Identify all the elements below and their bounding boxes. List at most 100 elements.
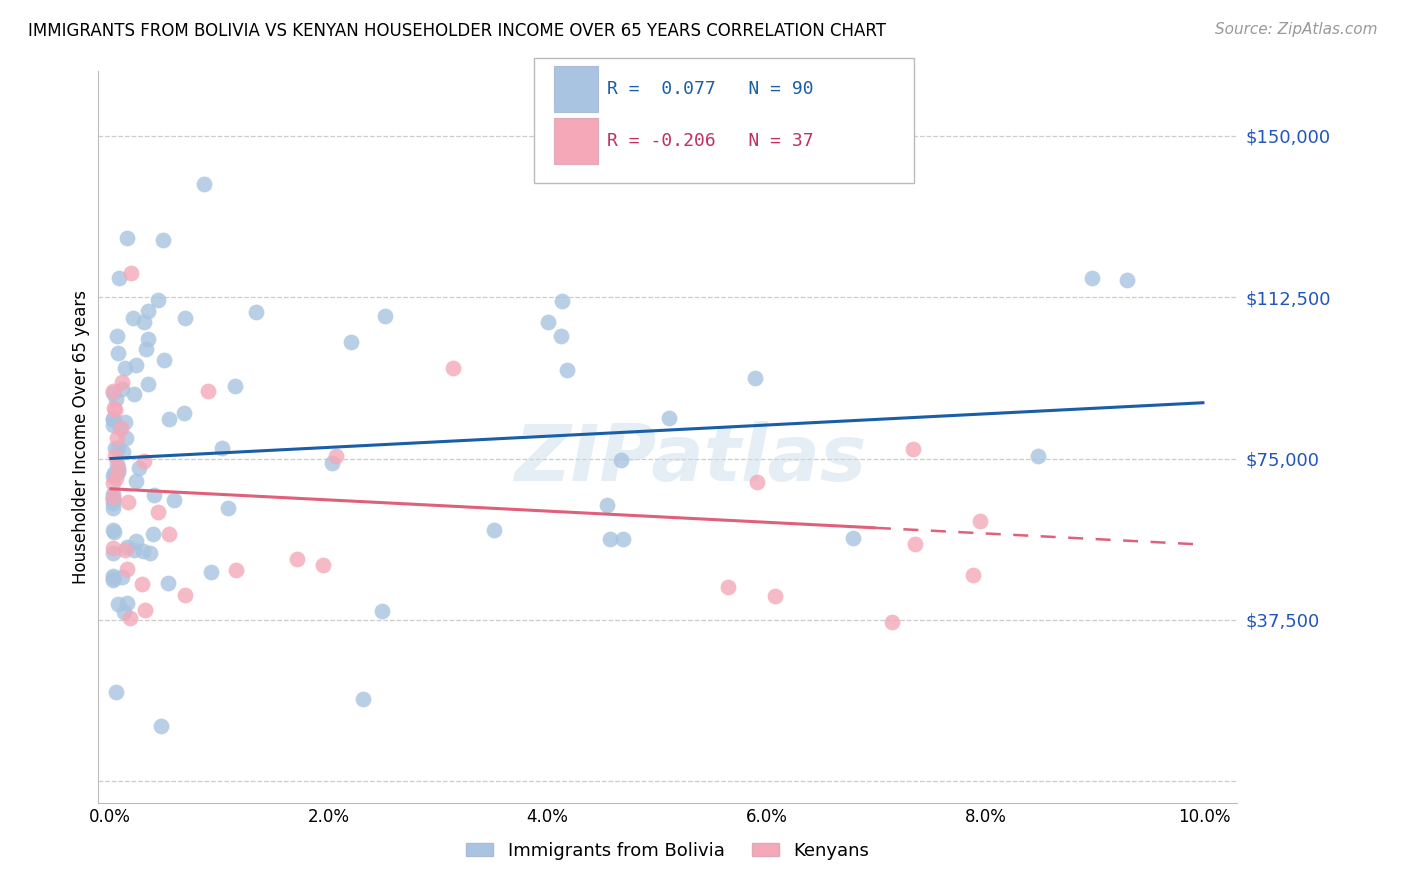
Point xyxy=(374,310,396,324)
Point xyxy=(111,570,134,584)
Point xyxy=(114,431,136,445)
Point xyxy=(105,392,128,407)
Point xyxy=(1026,449,1049,463)
Point xyxy=(610,452,633,467)
Point xyxy=(245,304,267,318)
Point xyxy=(143,488,166,502)
Point xyxy=(141,527,163,541)
Point xyxy=(122,543,145,558)
Point xyxy=(101,384,124,398)
Point xyxy=(131,543,153,558)
Point xyxy=(107,465,129,479)
Point xyxy=(105,432,128,446)
Point xyxy=(104,471,127,485)
Point xyxy=(157,411,180,425)
Point xyxy=(101,469,124,483)
Point xyxy=(962,567,984,582)
Point xyxy=(285,552,308,566)
Point xyxy=(745,475,768,489)
Point xyxy=(312,558,335,572)
Point xyxy=(193,177,215,191)
Point xyxy=(352,691,374,706)
Y-axis label: Householder Income Over 65 years: Householder Income Over 65 years xyxy=(72,290,90,584)
Point xyxy=(131,576,153,591)
Point xyxy=(211,441,233,455)
Point xyxy=(744,371,766,385)
Point xyxy=(117,495,139,509)
Point xyxy=(122,387,145,401)
Point xyxy=(110,421,132,435)
Point xyxy=(482,523,505,537)
Point xyxy=(115,596,138,610)
Point xyxy=(108,421,131,435)
Point xyxy=(118,611,141,625)
Point xyxy=(128,461,150,475)
Point xyxy=(841,531,863,545)
Point xyxy=(200,566,222,580)
Point xyxy=(969,514,991,528)
Point xyxy=(371,604,394,618)
Point xyxy=(135,342,157,356)
Point xyxy=(717,580,740,594)
Point xyxy=(134,602,156,616)
Point xyxy=(224,379,246,393)
Point xyxy=(217,501,239,516)
Point xyxy=(156,575,179,590)
Point xyxy=(107,463,129,477)
Point xyxy=(139,545,162,559)
Point xyxy=(101,496,124,510)
Point xyxy=(104,441,127,455)
Point xyxy=(125,533,148,548)
Point xyxy=(101,523,124,537)
Point xyxy=(101,487,124,501)
Point xyxy=(763,589,786,603)
Point xyxy=(103,467,125,481)
Point xyxy=(136,377,159,392)
Point xyxy=(103,525,125,540)
Point xyxy=(107,442,129,456)
Point xyxy=(121,310,143,325)
Point xyxy=(115,231,138,245)
Point xyxy=(101,385,124,400)
Point xyxy=(612,532,634,546)
Point xyxy=(101,571,124,585)
Point xyxy=(107,597,129,611)
Point xyxy=(125,358,148,372)
Text: ZIPatlas: ZIPatlas xyxy=(515,421,866,497)
Point xyxy=(173,311,195,326)
Point xyxy=(107,345,129,359)
Point xyxy=(114,543,136,558)
Point xyxy=(904,537,927,551)
Point xyxy=(197,384,219,398)
Point xyxy=(105,329,128,343)
Point xyxy=(115,540,138,554)
Point xyxy=(901,442,924,456)
Point xyxy=(111,444,134,458)
Text: Source: ZipAtlas.com: Source: ZipAtlas.com xyxy=(1215,22,1378,37)
Point xyxy=(325,449,347,463)
Point xyxy=(173,406,195,420)
Point xyxy=(103,401,125,415)
Point xyxy=(1081,271,1104,285)
Point xyxy=(157,527,180,541)
Point xyxy=(657,411,679,425)
Point xyxy=(115,561,138,575)
Point xyxy=(108,270,131,285)
Point xyxy=(134,454,156,468)
Point xyxy=(112,605,135,619)
Point xyxy=(101,475,124,490)
Point xyxy=(599,532,621,546)
Point xyxy=(321,457,343,471)
Point xyxy=(101,546,124,560)
Point xyxy=(551,293,574,308)
Point xyxy=(173,588,195,602)
Point xyxy=(105,457,128,471)
Point xyxy=(105,685,128,699)
Text: IMMIGRANTS FROM BOLIVIA VS KENYAN HOUSEHOLDER INCOME OVER 65 YEARS CORRELATION C: IMMIGRANTS FROM BOLIVIA VS KENYAN HOUSEH… xyxy=(28,22,886,40)
Text: R =  0.077   N = 90: R = 0.077 N = 90 xyxy=(607,79,814,98)
Point xyxy=(550,329,572,343)
Point xyxy=(103,450,125,464)
Point xyxy=(101,490,124,504)
Point xyxy=(136,332,159,346)
Point xyxy=(107,461,129,475)
